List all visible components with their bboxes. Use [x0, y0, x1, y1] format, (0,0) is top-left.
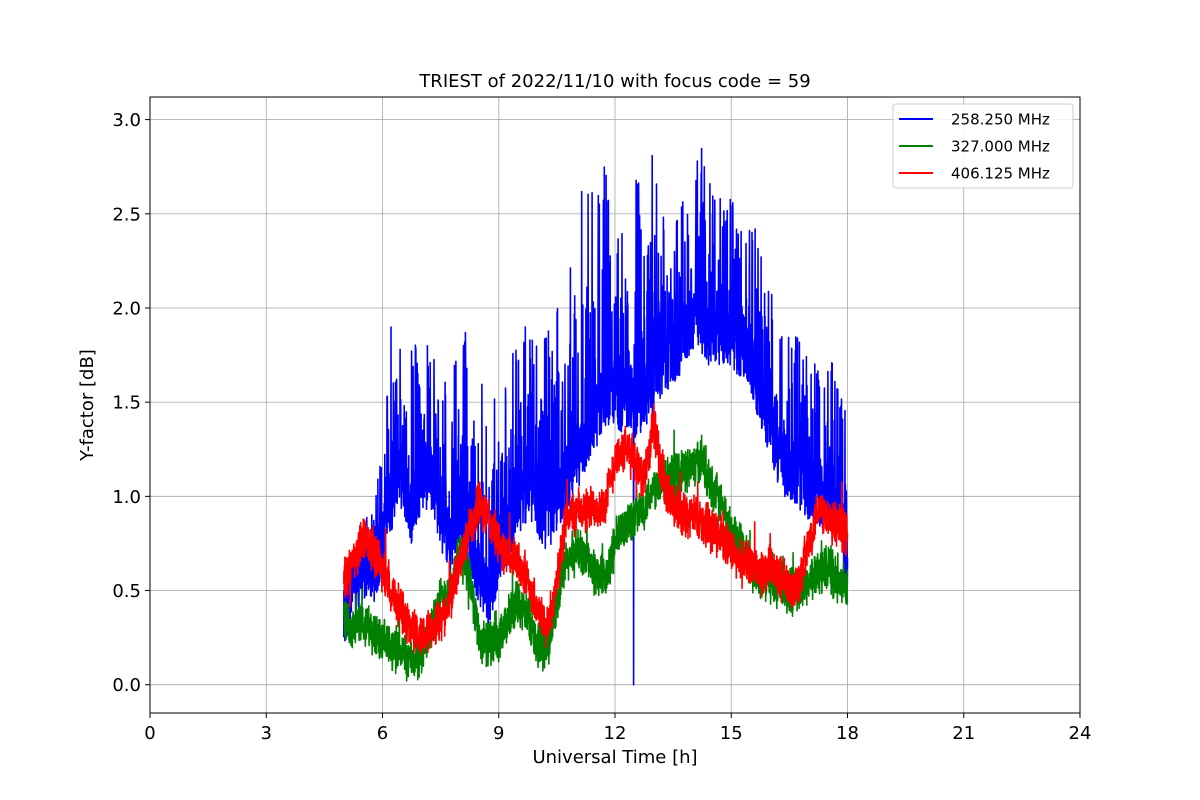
- x-tick-label: 3: [261, 723, 272, 744]
- legend-box: [892, 103, 1074, 189]
- x-tick-label: 0: [144, 723, 155, 744]
- series-line-3: [343, 403, 849, 655]
- legend-label: 406.125 MHz: [951, 165, 1050, 183]
- x-tick-label: 6: [377, 723, 388, 744]
- x-tick-label: 24: [1069, 723, 1092, 744]
- x-axis-label: Universal Time [h]: [532, 747, 697, 768]
- legend: 258.250 MHz 327.000 MHz 406.125 MHz: [892, 103, 1074, 189]
- legend-label: 258.250 MHz: [951, 111, 1050, 129]
- y-tick-label: 1.5: [112, 393, 141, 414]
- x-tick-label: 9: [493, 723, 504, 744]
- x-tick-label: 12: [604, 723, 627, 744]
- y-tick-label: 2.0: [112, 298, 141, 319]
- y-axis-label: Y-factor [dB]: [77, 349, 98, 462]
- y-tick-label: 1.0: [112, 487, 141, 508]
- y-tick-label: 0.5: [112, 581, 141, 602]
- chart-title: TRIEST of 2022/11/10 with focus code = 5…: [418, 71, 810, 92]
- axis-ticks: 0 3 6 9 12 15 18 21 24 0.0 0.5 1.0 1.5 2.0 2.5 3.0: [112, 110, 1091, 744]
- y-tick-label: 0.0: [112, 675, 141, 696]
- x-tick-label: 21: [952, 723, 975, 744]
- x-tick-label: 18: [836, 723, 859, 744]
- legend-label: 327.000 MHz: [951, 138, 1050, 156]
- series-line-1: [343, 147, 849, 686]
- y-tick-label: 2.5: [112, 204, 141, 225]
- y-tick-label: 3.0: [112, 110, 141, 131]
- plot-area: [343, 147, 849, 686]
- x-tick-label: 15: [720, 723, 743, 744]
